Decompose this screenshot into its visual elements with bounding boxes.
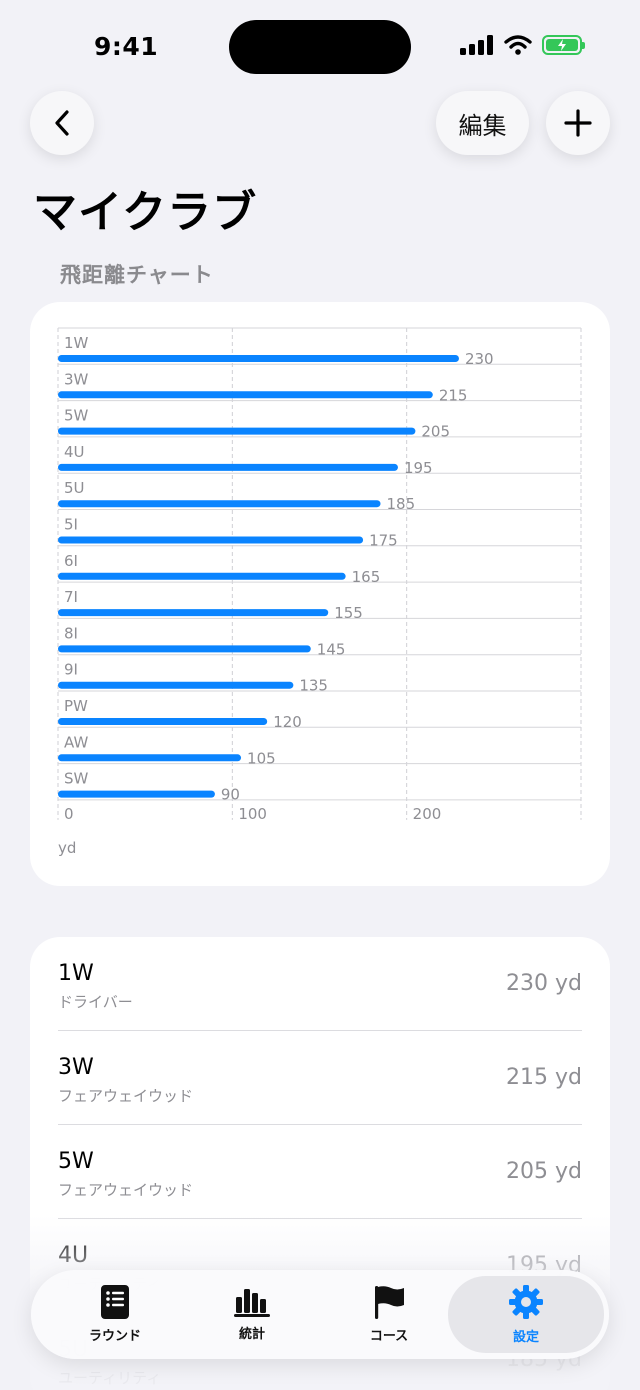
bar xyxy=(58,427,416,435)
club-row[interactable]: 3W フェアウェイウッド 215 yd xyxy=(58,1031,582,1125)
x-tick-label: 100 xyxy=(238,805,267,823)
club-distance: 230 yd xyxy=(506,971,582,996)
club-row[interactable]: 1W ドライバー 230 yd xyxy=(58,937,582,1031)
bar xyxy=(58,609,329,617)
tab-stats[interactable]: 統計 xyxy=(174,1276,330,1353)
x-tick-label: 200 xyxy=(413,805,442,823)
category-label: 5I xyxy=(64,516,78,534)
category-label: 6I xyxy=(64,552,78,570)
plus-icon xyxy=(564,109,592,137)
back-button[interactable] xyxy=(30,91,94,155)
cellular-signal-icon xyxy=(460,35,493,55)
club-type: ドライバー xyxy=(58,993,133,1011)
chevron-left-icon xyxy=(55,110,69,136)
bar xyxy=(58,790,215,798)
value-label: 145 xyxy=(317,640,346,658)
club-name: 5W xyxy=(58,1149,94,1174)
category-label: 5U xyxy=(64,479,85,497)
category-label: 4U xyxy=(64,443,85,461)
category-label: 8I xyxy=(64,624,78,642)
club-distance: 205 yd xyxy=(506,1159,582,1184)
bar xyxy=(58,754,242,762)
value-label: 185 xyxy=(387,495,416,513)
value-label: 230 xyxy=(465,350,494,368)
dynamic-island xyxy=(229,20,411,74)
bar xyxy=(58,681,294,689)
row-divider xyxy=(58,1124,582,1125)
value-label: 195 xyxy=(404,459,433,477)
section-header: 飛距離チャート xyxy=(60,263,214,287)
tab-settings[interactable]: 設定 xyxy=(448,1276,604,1353)
tab-label: 設定 xyxy=(512,1330,539,1345)
value-label: 135 xyxy=(299,677,328,695)
category-label: PW xyxy=(64,697,88,715)
status-time: 9:41 xyxy=(94,32,159,61)
status-icons xyxy=(460,35,585,55)
tab-bar: ラウンド 統計 コース xyxy=(31,1270,609,1359)
category-label: 5W xyxy=(64,407,89,425)
category-label: 9I xyxy=(64,661,78,679)
bar xyxy=(58,500,381,508)
category-label: SW xyxy=(64,770,89,788)
club-name: 3W xyxy=(58,1055,94,1080)
value-label: 120 xyxy=(273,713,302,731)
battery-icon xyxy=(542,35,585,55)
tab-label: 統計 xyxy=(238,1327,265,1342)
club-distance: 215 yd xyxy=(506,1065,582,1090)
wifi-icon xyxy=(504,35,532,55)
value-label: 155 xyxy=(334,604,363,622)
club-type: ユーティリティ xyxy=(58,1369,162,1387)
row-divider xyxy=(58,1030,582,1031)
club-type: フェアウェイウッド xyxy=(58,1181,194,1199)
tab-label: コース xyxy=(369,1329,409,1344)
club-type: フェアウェイウッド xyxy=(58,1087,194,1105)
gear-icon xyxy=(509,1285,543,1319)
value-label: 175 xyxy=(369,532,398,550)
tab-round[interactable]: ラウンド xyxy=(37,1276,193,1353)
tab-course[interactable]: コース xyxy=(311,1276,467,1353)
bar xyxy=(58,718,268,725)
edit-button[interactable]: 編集 xyxy=(436,91,529,155)
page-title: マイクラブ xyxy=(33,187,258,238)
chart-unit-label: yd xyxy=(58,839,77,857)
value-label: 205 xyxy=(421,423,450,441)
club-row[interactable]: 5W フェアウェイウッド 205 yd xyxy=(58,1125,582,1219)
bar-chart-icon xyxy=(234,1289,270,1317)
bar xyxy=(58,572,346,580)
club-name: 4U xyxy=(58,1243,89,1268)
bar xyxy=(58,463,398,471)
bar xyxy=(58,391,433,399)
category-label: 3W xyxy=(64,370,89,388)
distance-chart: 1W 230 3W 215 5W 205 4U 195 5U 185 5I 175 6I 165 7I 155… xyxy=(57,327,582,823)
value-label: 165 xyxy=(352,568,381,586)
club-name: 1W xyxy=(58,961,94,986)
value-label: 90 xyxy=(221,786,240,804)
value-label: 215 xyxy=(439,386,468,404)
value-label: 105 xyxy=(247,749,276,767)
x-tick-label: 0 xyxy=(64,805,74,823)
bar xyxy=(58,355,459,362)
category-label: 7I xyxy=(64,588,78,606)
add-club-button[interactable] xyxy=(546,91,610,155)
bar xyxy=(58,645,311,653)
scorecard-icon xyxy=(101,1285,129,1319)
category-label: AW xyxy=(64,733,88,751)
flag-icon xyxy=(375,1286,404,1319)
category-label: 1W xyxy=(64,334,89,352)
bar xyxy=(58,536,364,544)
distance-chart-card: 1W 230 3W 215 5W 205 4U 195 5U 185 5I 175 6I 165 7I 155… xyxy=(30,302,610,886)
tab-label: ラウンド xyxy=(88,1329,141,1344)
